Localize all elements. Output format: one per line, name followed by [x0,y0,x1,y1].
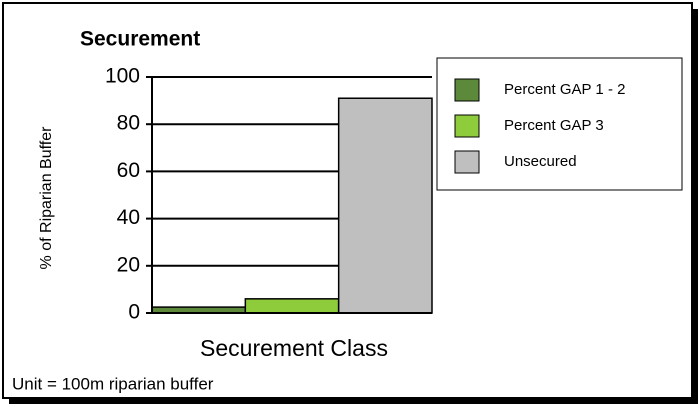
legend-swatch [454,114,480,138]
bar [244,298,340,314]
note: Unit = 100m riparian buffer [12,374,214,393]
legend-swatch [454,150,480,174]
legend-swatch [454,78,480,102]
y-tick-label: 80 [117,112,140,135]
y-tick-label: 0 [128,301,140,324]
y-tick-label: 60 [117,159,140,182]
y-tick-label: 40 [117,206,140,229]
legend-label: Unsecured [504,153,577,170]
y-tick-label: 20 [117,253,140,276]
chart-title: Securement [80,28,200,51]
x-axis-label: Securement Class [200,335,388,361]
legend-label: Percent GAP 1 - 2 [504,81,625,98]
y-axis-label: % of Riparian Buffer [38,126,55,270]
bar [337,97,433,314]
y-tick-label: 100 [105,65,140,88]
legend-label: Percent GAP 3 [504,117,604,134]
